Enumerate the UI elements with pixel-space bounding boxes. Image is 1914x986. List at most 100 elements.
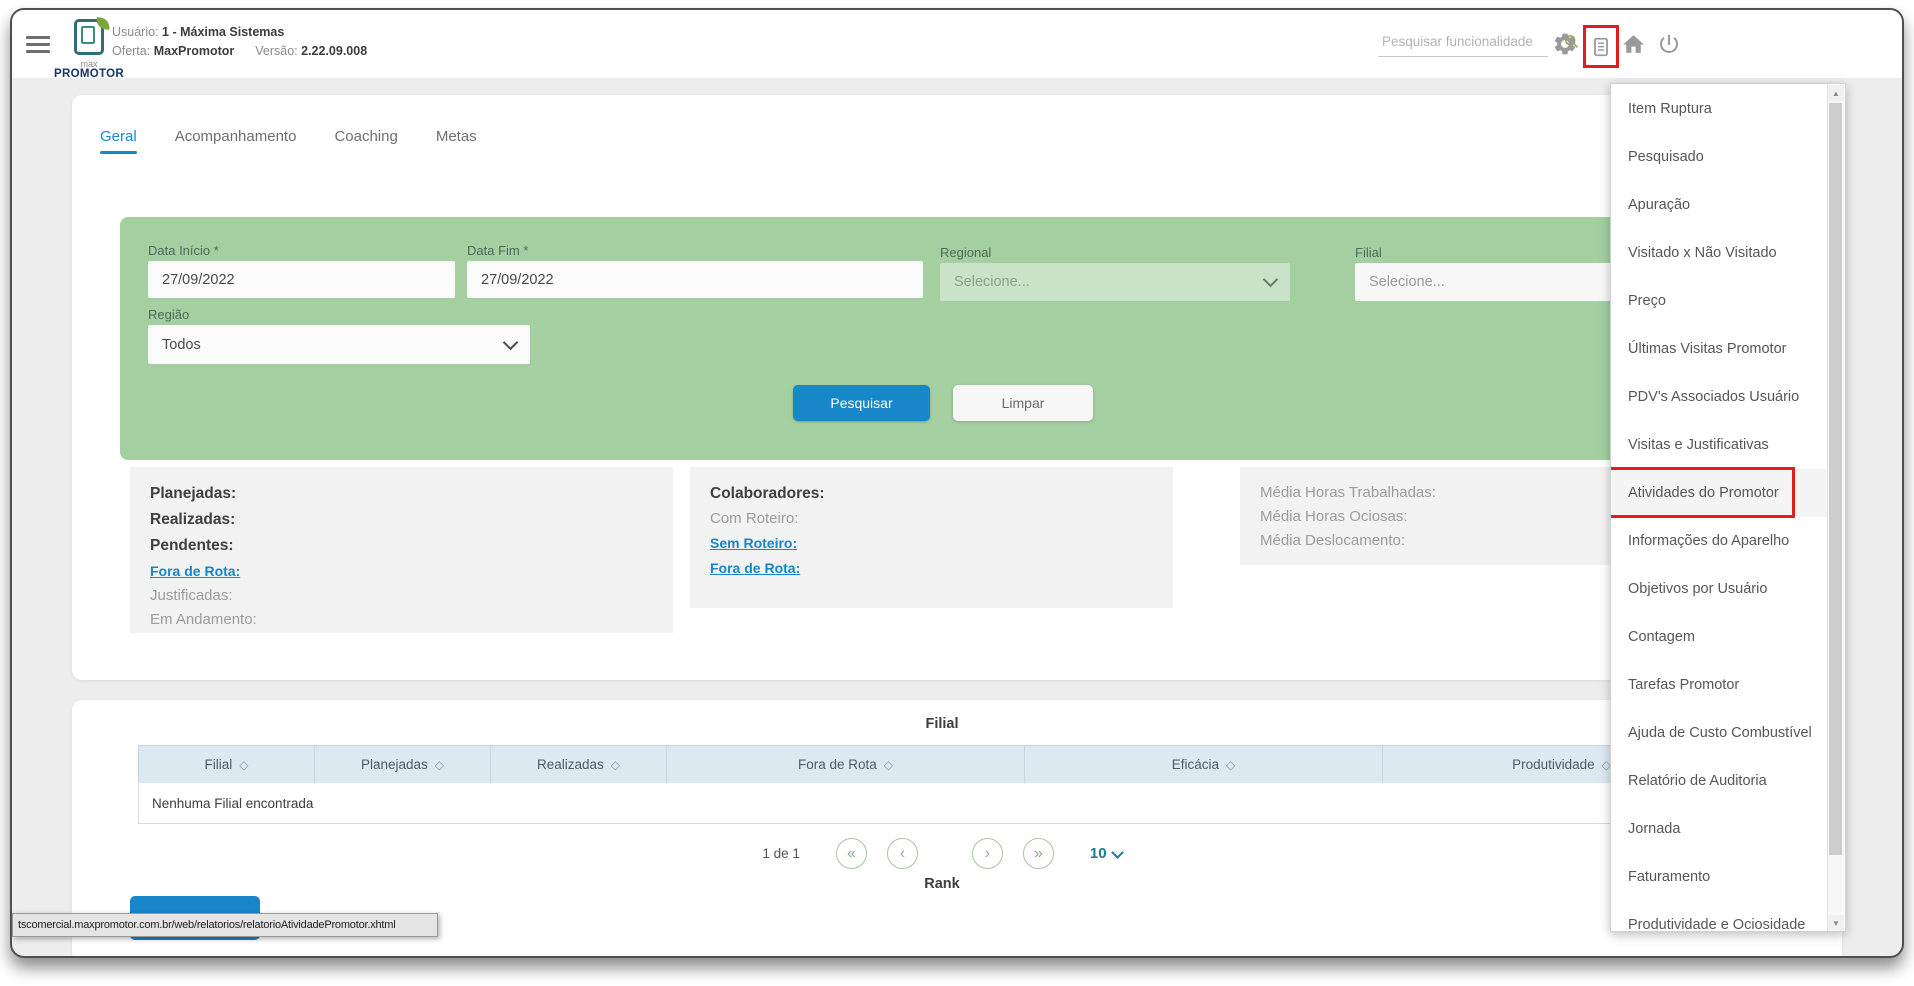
data-inicio-label: Data Início * [148,243,219,258]
stat-planejadas: Planejadas: [150,485,237,502]
pesquisar-button[interactable]: Pesquisar [793,385,930,421]
reports-dropdown-menu: Item Ruptura Pesquisado Apuração Visitad… [1610,83,1846,932]
menu-item-faturamento[interactable]: Faturamento [1628,869,1711,885]
menu-scrollbar[interactable]: ▲ ▼ [1827,85,1844,931]
tab-geral[interactable]: Geral [100,128,137,158]
filial-label: Filial [1355,245,1382,260]
reports-menu-icon[interactable] [1592,35,1610,59]
link-status-bar: tscomercial.maxpromotor.com.br/web/relat… [12,913,438,937]
menu-item-objetivos-por-usuario[interactable]: Objetivos por Usuário [1628,581,1768,597]
column-header-filial[interactable]: Filial ◇ [138,745,315,784]
sort-icon[interactable]: ◇ [434,757,445,772]
scroll-up-icon[interactable]: ▲ [1828,85,1844,101]
filial-table-header: Filial ◇ Planejadas ◇ Realizadas ◇ Fora … [138,745,1741,784]
oferta-label: Oferta: [112,44,151,58]
menu-item-relatorio-de-auditoria[interactable]: Relatório de Auditoria [1628,773,1767,789]
sort-icon[interactable]: ◇ [1226,757,1236,772]
report-filters-card: Geral Acompanhamento Coaching Metas Data… [72,95,1842,680]
regional-label: Regional [940,245,992,260]
hamburger-menu-icon[interactable] [26,36,50,54]
column-header-label: Planejadas [360,757,428,772]
page-size-select[interactable]: 10 [1089,845,1124,862]
menu-item-pesquisado[interactable]: Pesquisado [1628,149,1704,165]
column-header-label: Fora de Rota [797,757,877,772]
regiao-select[interactable]: Todos [148,325,530,364]
menu-item-preco[interactable]: Preço [1628,293,1666,309]
column-header-eficacia[interactable]: Eficácia ◇ [1024,745,1383,784]
chevron-down-icon [502,334,519,350]
annotation-highlight-red-box [1583,25,1619,68]
menu-item-apuracao[interactable]: Apuração [1628,197,1691,213]
page-size-value: 10 [1089,845,1107,862]
usuario-value: 1 - Máxima Sistemas [162,25,285,39]
menu-item-visitado-x-nao-visitado[interactable]: Visitado x Não Visitado [1628,245,1777,261]
column-header-fora-de-rota[interactable]: Fora de Rota ◇ [666,745,1025,784]
pagination-prev-button[interactable]: ‹ [886,838,918,869]
pagination-last-button[interactable]: » [1022,838,1054,869]
data-fim-input[interactable] [467,261,923,298]
stat-media-horas-ociosas: Média Horas Ociosas: [1260,508,1408,525]
app-header: max PROMOTOR Usuário: 1 - Máxima Sistema… [12,10,1902,80]
scrollbar-thumb[interactable] [1829,103,1842,855]
stat-media-horas-trabalhadas: Média Horas Trabalhadas: [1260,484,1436,501]
fora-de-rota-link[interactable]: Fora de Rota: [150,563,241,579]
sort-icon[interactable]: ◇ [610,757,621,772]
fora-de-rota-link[interactable]: Fora de Rota: [710,560,801,576]
home-icon[interactable] [1619,30,1647,58]
limpar-button[interactable]: Limpar [953,385,1093,421]
filter-panel: Data Início * Data Fim * Regional Seleci… [120,217,1790,460]
scroll-down-icon[interactable]: ▼ [1828,915,1844,931]
menu-item-produtividade-e-ociosidade[interactable]: Produtividade e Ociosidade [1628,917,1806,932]
settings-gears-icon[interactable] [1551,30,1579,58]
annotation-highlight-red-box [1611,467,1795,518]
tab-acompanhamento[interactable]: Acompanhamento [174,128,297,145]
browser-viewport: max PROMOTOR Usuário: 1 - Máxima Sistema… [10,8,1904,958]
stat-em-andamento: Em Andamento: [150,611,257,628]
table-empty-row: Nenhuma Filial encontrada [138,783,1746,824]
functionality-search [1378,26,1579,57]
menu-item-item-ruptura[interactable]: Item Ruptura [1628,101,1712,117]
maxpromotor-logo: max PROMOTOR [54,17,124,80]
versao-value: 2.22.09.008 [301,44,368,58]
pagination-first-button[interactable]: « [835,838,867,869]
search-input[interactable] [1378,33,1563,49]
column-header-label: Eficácia [1171,757,1220,772]
regiao-select-value: Todos [162,336,201,353]
menu-item-ultimas-visitas-promotor[interactable]: Últimas Visitas Promotor [1628,341,1787,357]
menu-item-visitas-e-justificativas[interactable]: Visitas e Justificativas [1628,437,1769,453]
column-header-planejadas[interactable]: Planejadas ◇ [314,745,491,784]
logo-text-top: max [80,59,98,69]
sort-icon[interactable]: ◇ [1601,757,1611,772]
filial-table-title: Filial [925,716,959,732]
planejadas-stats-panel: Planejadas: Realizadas: Pendentes: Fora … [130,467,673,633]
menu-item-pdvs-associados-usuario[interactable]: PDV's Associados Usuário [1628,389,1800,405]
pagination-next-button[interactable]: › [971,838,1003,869]
rank-section-title: Rank [924,876,960,892]
menu-item-contagem[interactable]: Contagem [1628,629,1695,645]
regiao-label: Região [148,307,190,322]
regional-select-value: Selecione... [954,274,1030,290]
stat-pendentes: Pendentes: [150,537,234,554]
column-header-label: Produtividade [1512,757,1595,772]
sort-icon[interactable]: ◇ [883,757,894,772]
regional-select[interactable]: Selecione... [940,263,1290,301]
tab-coaching[interactable]: Coaching [334,128,398,145]
stat-realizadas: Realizadas: [150,511,236,528]
column-header-label: Realizadas [536,757,604,772]
column-header-realizadas[interactable]: Realizadas ◇ [490,745,667,784]
colaboradores-stats-panel: Colaboradores: Com Roteiro: Sem Roteiro:… [690,467,1173,608]
stat-colaboradores: Colaboradores: [710,485,825,502]
sem-roteiro-link[interactable]: Sem Roteiro: [710,535,798,551]
column-header-label: Filial [204,757,233,772]
menu-item-tarefas-promotor[interactable]: Tarefas Promotor [1628,677,1740,693]
power-logout-icon[interactable] [1655,30,1683,58]
menu-item-informacoes-do-aparelho[interactable]: Informações do Aparelho [1628,533,1790,549]
sort-icon[interactable]: ◇ [239,757,249,772]
logo-text-bottom: PROMOTOR [54,68,124,80]
tab-metas[interactable]: Metas [435,128,477,145]
filial-table-card: Filial Filial ◇ Planejadas ◇ Realizadas … [72,700,1842,956]
menu-item-ajuda-de-custo-combustivel[interactable]: Ajuda de Custo Combustível [1628,725,1812,741]
data-inicio-input[interactable] [148,261,455,298]
menu-item-jornada[interactable]: Jornada [1628,821,1681,837]
